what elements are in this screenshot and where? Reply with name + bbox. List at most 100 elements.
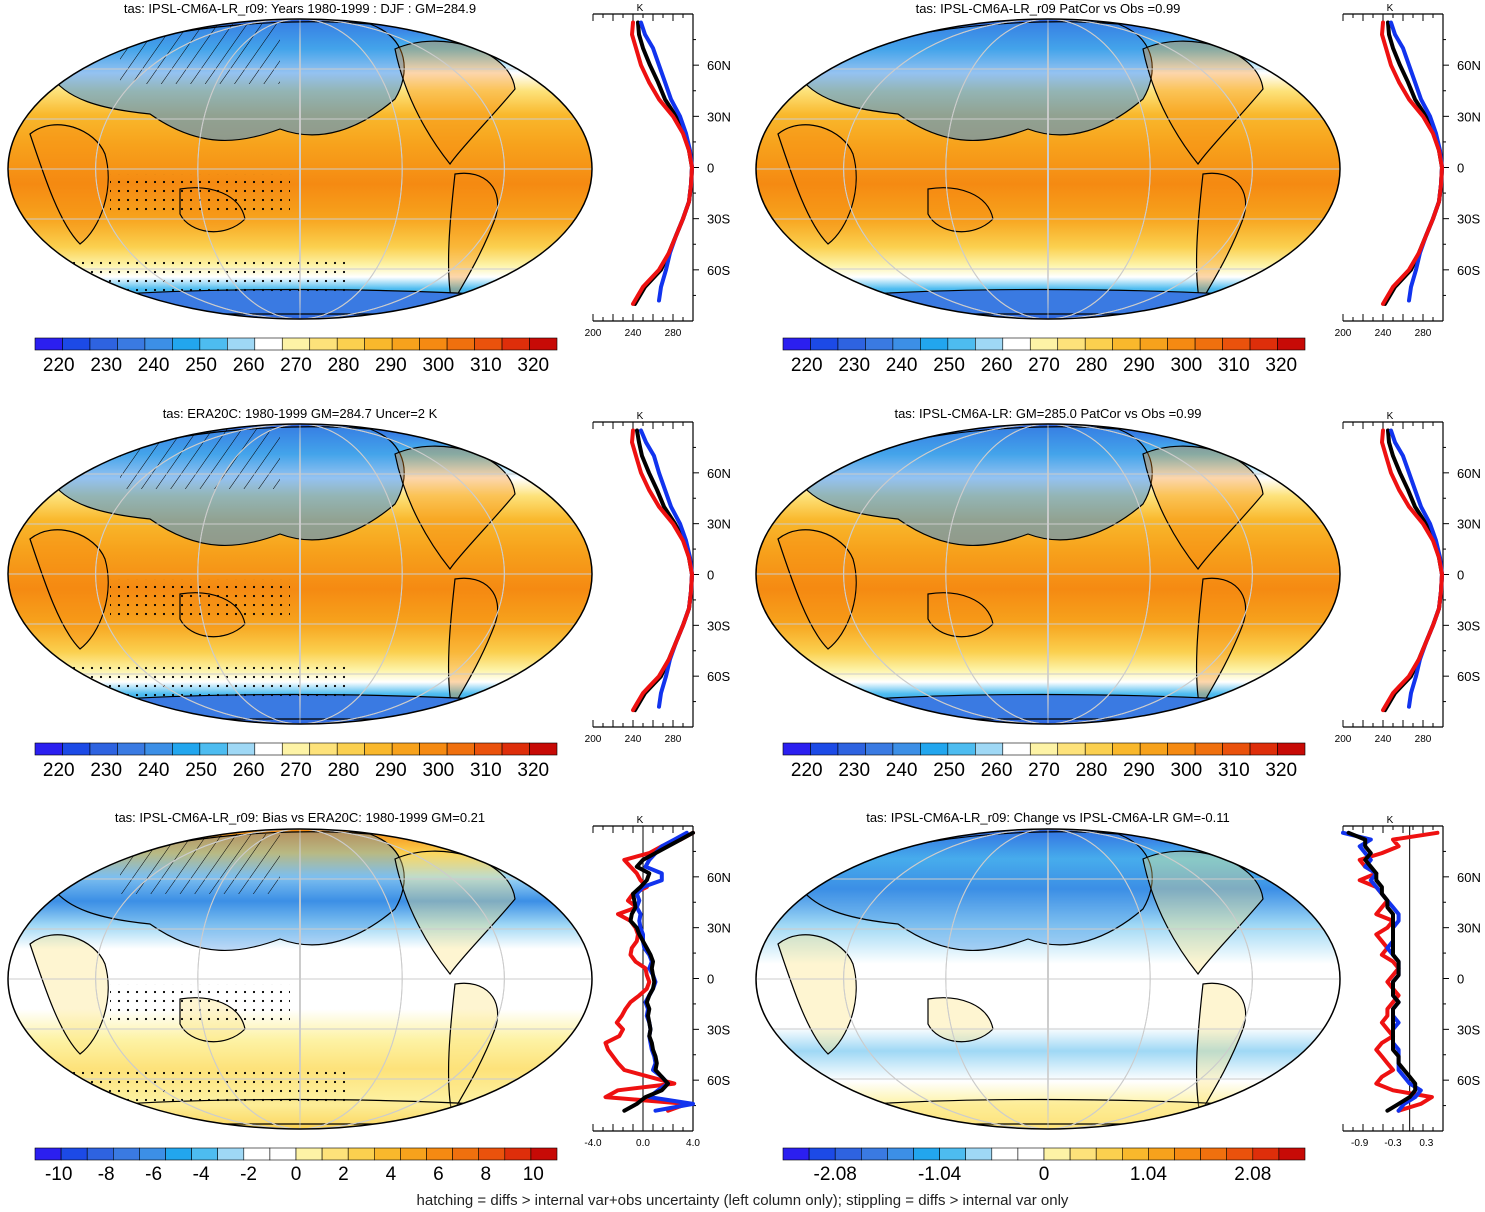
colorbar-tick-label: 260 (233, 760, 265, 781)
colorbar-tick-label: 290 (1123, 760, 1155, 781)
colorbar-tick-label: -2.08 (814, 1164, 857, 1185)
profile-lat-label: 30S (1457, 1022, 1480, 1037)
colorbar-cell (1084, 337, 1113, 351)
profile-lat-label: 0 (1457, 568, 1464, 583)
profile-background (593, 14, 693, 321)
colorbar-2: 220 230 240 250 260 270 280 290 300 310 320 (782, 337, 1306, 376)
colorbar-cell (199, 337, 228, 351)
colorbar-tick-label: 300 (423, 355, 455, 376)
colorbar-cell (892, 337, 921, 351)
graticule-meridian (1047, 829, 1049, 1129)
map-panel-4: tas: IPSL-CM6A-LR: GM=285.0 PatCor vs Ob… (755, 406, 1341, 725)
colorbar-6: -2.08 -1.04 0 1.04 2.08 (782, 1147, 1306, 1185)
colorbar-tick-label: -1.04 (918, 1164, 962, 1185)
profile-x-tick-label: 240 (625, 734, 642, 745)
continent-outline (29, 934, 109, 1055)
colorbar-cell (501, 337, 530, 351)
colorbar-cell (1194, 742, 1223, 756)
colorbar-tick-label: 240 (886, 355, 918, 376)
colorbar-cell (1174, 1147, 1201, 1161)
colorbar-cell (920, 337, 949, 351)
profile-x-tick-label: 240 (1375, 328, 1392, 339)
profile-lat-label: 60S (1457, 1073, 1480, 1088)
colorbar-tick-label: 260 (981, 760, 1013, 781)
colorbar-cell (501, 742, 530, 756)
colorbar-cell (144, 337, 173, 351)
continent-outline (1195, 577, 1247, 711)
colorbar-cell (364, 337, 393, 351)
map-panel-1: tas: IPSL-CM6A-LR_r09: Years 1980-1999 :… (7, 1, 593, 320)
profile-lat-label: 60N (707, 466, 731, 481)
colorbar-cell (321, 1147, 349, 1161)
continent-outline (447, 577, 499, 711)
colorbar-cell (86, 1147, 114, 1161)
colorbar-cell (419, 337, 448, 351)
map-border (755, 423, 1341, 725)
graticule-meridian (945, 424, 1151, 724)
profile-lat-label: 60N (1457, 58, 1481, 73)
graticule-meridian (197, 19, 403, 319)
colorbar-5: -10 -8 -6 -4 -2 0 2 4 6 8 10 (34, 1147, 558, 1185)
colorbar-cell (837, 337, 866, 351)
colorbar-tick-label: 270 (1028, 355, 1060, 376)
profile-lat-label: 60S (707, 263, 730, 278)
zonal-profile-4: 60N 30N 0 30S 60S K 200 240 280 (1335, 411, 1481, 745)
footer-note: hatching = diffs > internal var+obs unce… (416, 1192, 1069, 1209)
stippling-region (110, 984, 290, 1024)
continent-outline (816, 288, 1290, 315)
colorbar-cell (1277, 337, 1306, 351)
profile-series-line (1346, 830, 1418, 1113)
map-panel-2: tas: IPSL-CM6A-LR_r09 PatCor vs Obs =0.9… (755, 1, 1341, 320)
colorbar-tick-label: 6 (433, 1164, 444, 1185)
colorbar-cell (975, 337, 1004, 351)
colorbar-cell (782, 742, 811, 756)
colorbar-tick-label: 320 (1265, 355, 1297, 376)
profile-lat-label: 30N (1457, 921, 1481, 936)
colorbar-cell (191, 1147, 219, 1161)
colorbar-cell (113, 1147, 140, 1161)
profile-lat-label: 60N (1457, 870, 1481, 885)
colorbar-cell (446, 742, 475, 756)
colorbar-cell (309, 337, 338, 351)
colorbar-tick-label: 2 (338, 1164, 349, 1185)
profile-lat-label: 30N (707, 109, 731, 124)
colorbar-cell (1069, 1147, 1097, 1161)
colorbar-cell (1167, 742, 1196, 756)
profile-lat-label: 30S (707, 618, 730, 633)
colorbar-cell (529, 742, 558, 756)
colorbar-tick-label: 270 (280, 760, 312, 781)
colorbar-cell (1043, 1147, 1071, 1161)
colorbar-cell (309, 742, 338, 756)
colorbar-cell (782, 1147, 810, 1161)
profile-lat-label: 0 (707, 161, 714, 176)
map-title: tas: ERA20C: 1980-1999 GM=284.7 Uncer=2 … (163, 406, 438, 421)
stippling-region (110, 579, 290, 619)
colorbar-3: 220 230 240 250 260 270 280 290 300 310 320 (34, 742, 558, 781)
colorbar-tick-label: 230 (90, 355, 122, 376)
continent-outline (777, 934, 857, 1055)
colorbar-cell (172, 337, 201, 351)
profile-unit-label: K (637, 3, 644, 14)
profile-background (593, 422, 693, 727)
colorbar-cell (1222, 742, 1251, 756)
colorbar-tick-label: 320 (517, 355, 549, 376)
colorbar-tick-label: 220 (791, 355, 823, 376)
profile-lat-label: 0 (707, 972, 714, 987)
colorbar-cell (1122, 1147, 1149, 1161)
colorbar-cell (474, 337, 503, 351)
colorbar-tick-label: 290 (375, 760, 407, 781)
graticule-meridian (299, 19, 301, 319)
colorbar-cell (391, 337, 420, 351)
colorbar-cell (1084, 742, 1113, 756)
profile-lat-label: 30S (1457, 618, 1480, 633)
colorbar-tick-label: 250 (185, 355, 217, 376)
colorbar-tick-label: 220 (43, 760, 75, 781)
profile-series-line (630, 20, 694, 306)
map-border (7, 828, 593, 1130)
colorbar-cell (34, 1147, 62, 1161)
continent-outline (797, 21, 1153, 142)
colorbar-cell (62, 742, 91, 756)
colorbar-cell (336, 337, 365, 351)
map-title: tas: IPSL-CM6A-LR_r09 PatCor vs Obs =0.9… (916, 1, 1181, 16)
colorbar-cell (1194, 337, 1223, 351)
